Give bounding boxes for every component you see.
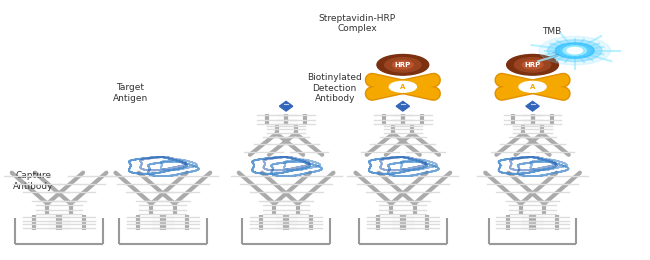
Polygon shape	[396, 101, 410, 111]
Text: Capture
Antibody: Capture Antibody	[13, 171, 53, 191]
Polygon shape	[526, 101, 540, 111]
Circle shape	[547, 40, 602, 61]
Circle shape	[519, 81, 546, 92]
Text: Streptavidin-HRP
Complex: Streptavidin-HRP Complex	[319, 14, 396, 33]
Polygon shape	[280, 101, 292, 111]
Text: A: A	[530, 84, 535, 90]
Text: HRP: HRP	[525, 62, 541, 68]
Circle shape	[393, 61, 413, 69]
Circle shape	[563, 46, 586, 55]
Circle shape	[539, 36, 610, 65]
Circle shape	[385, 58, 421, 72]
Text: Biotinylated
Detection
Antibody: Biotinylated Detection Antibody	[307, 73, 362, 103]
Circle shape	[567, 48, 582, 54]
Text: HRP: HRP	[395, 62, 411, 68]
Circle shape	[514, 58, 551, 72]
Text: TMB: TMB	[542, 27, 562, 36]
Text: A: A	[400, 84, 406, 90]
Circle shape	[377, 55, 429, 75]
Text: Target
Antigen: Target Antigen	[113, 83, 148, 103]
Circle shape	[522, 61, 543, 69]
Circle shape	[555, 43, 594, 58]
Circle shape	[389, 81, 417, 92]
Circle shape	[507, 55, 558, 75]
